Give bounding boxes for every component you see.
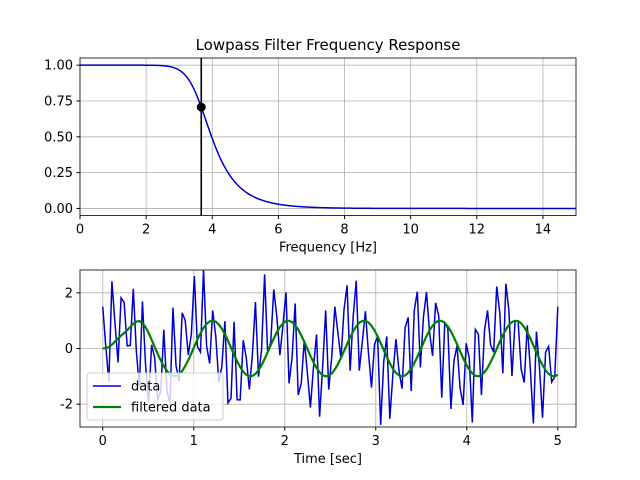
x-tick-label: 14 (535, 223, 552, 238)
x-axis-label: Time [sec] (293, 452, 362, 467)
x-tick-label: 0 (99, 434, 107, 449)
legend-box (86, 372, 224, 421)
axes-frame (79, 57, 577, 217)
cutoff-point (196, 102, 206, 112)
axes-1: 0 1 2 3 4 5 -2 0 2 Time [sec] data filtered data (60, 269, 577, 467)
legend-label: filtered data (131, 401, 211, 416)
frequency-response-line (80, 64, 576, 210)
y-tick-label: 2 (65, 286, 73, 301)
x-tick-label: 4 (208, 223, 216, 238)
legend: data filtered data (86, 372, 224, 421)
x-tick-label: 0 (76, 223, 84, 238)
x-tick-label: 6 (274, 223, 282, 238)
y-tick-label: 0.50 (44, 130, 73, 145)
x-tick-label: 5 (554, 434, 562, 449)
x-tick-label: 1 (190, 434, 198, 449)
x-tick-label: 12 (469, 223, 486, 238)
x-axis-label: Frequency [Hz] (279, 241, 377, 256)
legend-label: data (131, 380, 160, 395)
axes-frame (79, 269, 577, 428)
plot-area (80, 58, 576, 216)
x-tick-label: 3 (372, 434, 380, 449)
y-tick-label: 0.00 (44, 202, 73, 217)
chart-title: Lowpass Filter Frequency Response (196, 36, 461, 54)
x-tick-label: 10 (402, 223, 419, 238)
y-tick-label: 0.75 (44, 94, 73, 109)
y-tick-label: -2 (60, 398, 73, 413)
y-tick-label: 0 (65, 342, 73, 357)
axes-0: 0 2 4 6 8 10 12 14 0.00 0.25 0.50 0.75 1.00 Lowpass F… (44, 36, 577, 256)
x-tick-label: 8 (340, 223, 348, 238)
y-tick-label: 1.00 (44, 59, 73, 74)
y-tick-label: 0.25 (44, 166, 73, 181)
x-tick-label: 2 (142, 223, 150, 238)
x-tick-label: 4 (463, 434, 471, 449)
x-tick-label: 2 (281, 434, 289, 449)
